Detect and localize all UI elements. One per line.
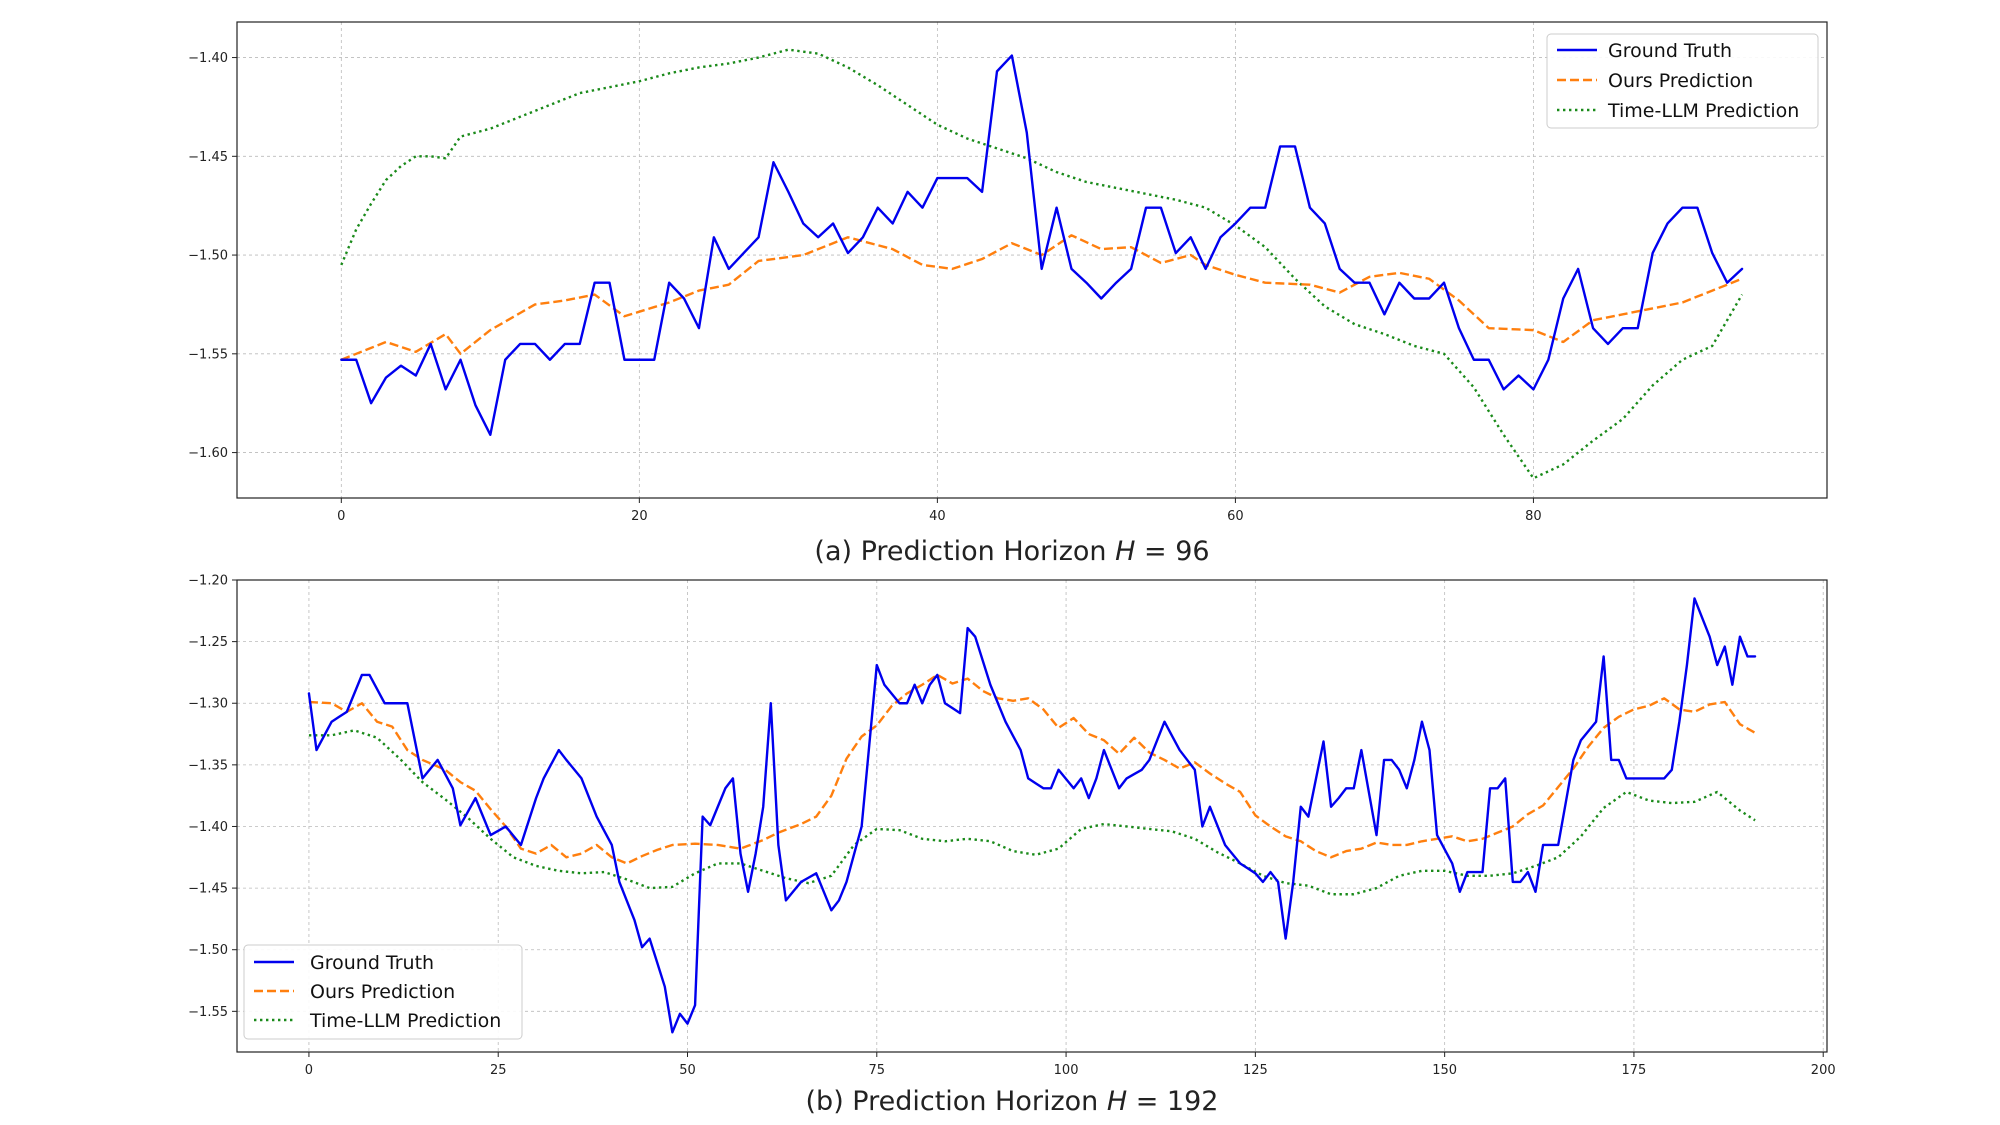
y-tick-label: −1.40: [188, 51, 228, 66]
y-tick-label: −1.60: [188, 446, 228, 461]
y-tick-label: −1.35: [188, 758, 228, 773]
x-tick-label: 60: [1227, 509, 1244, 524]
x-tick-label: 75: [869, 1063, 886, 1078]
y-tick-label: −1.40: [188, 820, 228, 835]
y-tick-label: −1.45: [188, 150, 228, 165]
y-tick-label: −1.25: [188, 635, 228, 650]
panel-b: 0 25 50 75 100 125 150 175 200 −1.20 −1.25 −1.30 −1.…: [188, 574, 1835, 1118]
y-tick-label: −1.20: [188, 574, 228, 589]
series-line-timellm: [340, 48, 1744, 480]
plot-frame-b: [236, 579, 1828, 1053]
y-tick-label: −1.45: [188, 882, 228, 897]
x-tick-label: 25: [490, 1063, 507, 1078]
y-tick-label: −1.30: [188, 697, 228, 712]
x-tick-label: 175: [1622, 1063, 1647, 1078]
series-line-ground_truth: [340, 54, 1744, 436]
x-tick-label: 100: [1054, 1063, 1079, 1078]
legend-frame-b: [243, 944, 523, 1040]
legend-label-timellm-a: Time-LLM Prediction: [1607, 100, 1799, 122]
x-tick-label: 40: [929, 509, 946, 524]
legend-label-ours-a: Ours Prediction: [1608, 70, 1753, 92]
legend-b: Ground Truth Ours Prediction Time-LLM Pr…: [243, 944, 523, 1040]
y-tick-label: −1.55: [188, 1005, 228, 1020]
legend-frame-a: [1546, 33, 1819, 129]
plot-frame-a: [236, 21, 1828, 499]
series-line-ours: [340, 234, 1743, 361]
series-line-timellm: [308, 729, 1756, 896]
legend-label-ground-truth-a: Ground Truth: [1608, 40, 1732, 62]
y-tick-label: −1.55: [188, 347, 228, 362]
x-tick-label: 150: [1432, 1063, 1457, 1078]
x-tick-label: 50: [679, 1063, 696, 1078]
x-tick-label: 20: [631, 509, 648, 524]
caption-b: (b) Prediction Horizon H = 192: [806, 1086, 1219, 1117]
series-line-ground_truth: [307, 597, 1757, 1034]
x-tick-label: 200: [1811, 1063, 1836, 1078]
y-tick-label: −1.50: [188, 249, 228, 264]
x-tick-label: 125: [1243, 1063, 1268, 1078]
caption-a: (a) Prediction Horizon H = 96: [814, 536, 1209, 567]
y-tick-label: −1.50: [188, 943, 228, 958]
legend-label-ours-b: Ours Prediction: [310, 981, 455, 1003]
x-tick-label: 0: [337, 509, 345, 524]
x-tick-label: 80: [1525, 509, 1542, 524]
legend-a: Ground Truth Ours Prediction Time-LLM Pr…: [1546, 33, 1819, 129]
panel-a: 0 20 40 60 80 −1.40 −1.45 −1.50 −1.55 −1.60 Groun…: [188, 21, 1828, 567]
legend-label-ground-truth-b: Ground Truth: [310, 952, 434, 974]
legend-label-timellm-b: Time-LLM Prediction: [309, 1010, 501, 1032]
x-tick-label: 0: [305, 1063, 313, 1078]
